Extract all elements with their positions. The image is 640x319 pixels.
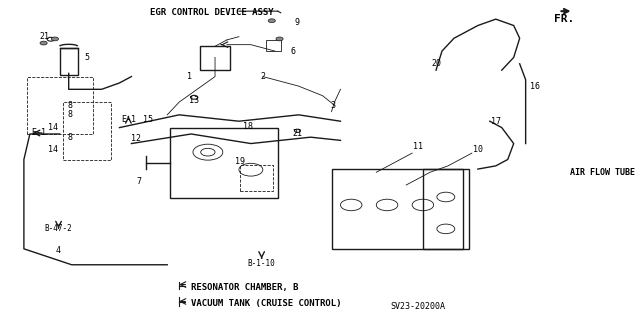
Text: E-1: E-1 <box>31 128 46 137</box>
Bar <box>170 128 278 198</box>
Bar <box>424 169 470 249</box>
Text: 14: 14 <box>47 145 58 154</box>
Bar <box>60 48 77 75</box>
Text: 9: 9 <box>294 18 300 27</box>
Text: VACUUM TANK (CRUISE CONTROL): VACUUM TANK (CRUISE CONTROL) <box>191 299 342 308</box>
Text: 2: 2 <box>260 72 266 81</box>
Bar <box>63 102 111 160</box>
Text: 10: 10 <box>473 145 483 154</box>
Text: 4: 4 <box>56 246 61 255</box>
Text: 19: 19 <box>235 157 245 166</box>
Text: 18: 18 <box>243 122 253 130</box>
Text: 21: 21 <box>292 130 303 138</box>
Circle shape <box>51 37 58 41</box>
Text: 21: 21 <box>40 32 50 41</box>
Text: B-1-10: B-1-10 <box>248 259 275 268</box>
Circle shape <box>276 37 283 41</box>
Text: 13: 13 <box>189 96 199 105</box>
Text: 8: 8 <box>68 101 73 110</box>
Text: 16: 16 <box>530 82 540 91</box>
Text: 20: 20 <box>431 59 441 68</box>
Text: E-1: E-1 <box>121 115 136 124</box>
Text: B-47-2: B-47-2 <box>45 224 72 233</box>
Text: AIR FLOW TUBE: AIR FLOW TUBE <box>570 168 636 177</box>
Text: 14: 14 <box>47 123 58 132</box>
Text: EGR CONTROL DEVICE ASSY: EGR CONTROL DEVICE ASSY <box>150 8 274 17</box>
Bar <box>27 77 93 134</box>
Bar <box>240 165 273 191</box>
Text: 12: 12 <box>131 134 141 143</box>
Text: 15: 15 <box>143 115 153 124</box>
Text: SV23-20200A: SV23-20200A <box>390 302 445 311</box>
Text: 17: 17 <box>491 117 500 126</box>
Text: RESONATOR CHAMBER, B: RESONATOR CHAMBER, B <box>191 283 299 292</box>
Text: 3: 3 <box>331 101 336 110</box>
Text: 1: 1 <box>188 72 193 81</box>
Text: 7: 7 <box>136 177 141 186</box>
Text: 8: 8 <box>68 110 73 119</box>
Text: 5: 5 <box>84 53 89 62</box>
Text: 11: 11 <box>413 142 423 151</box>
Text: 6: 6 <box>290 47 295 56</box>
Bar <box>266 40 281 51</box>
Circle shape <box>40 41 47 45</box>
Text: FR.: FR. <box>554 14 575 24</box>
Circle shape <box>268 19 275 23</box>
Bar <box>332 169 463 249</box>
Bar <box>200 46 230 70</box>
Text: 8: 8 <box>68 133 73 142</box>
